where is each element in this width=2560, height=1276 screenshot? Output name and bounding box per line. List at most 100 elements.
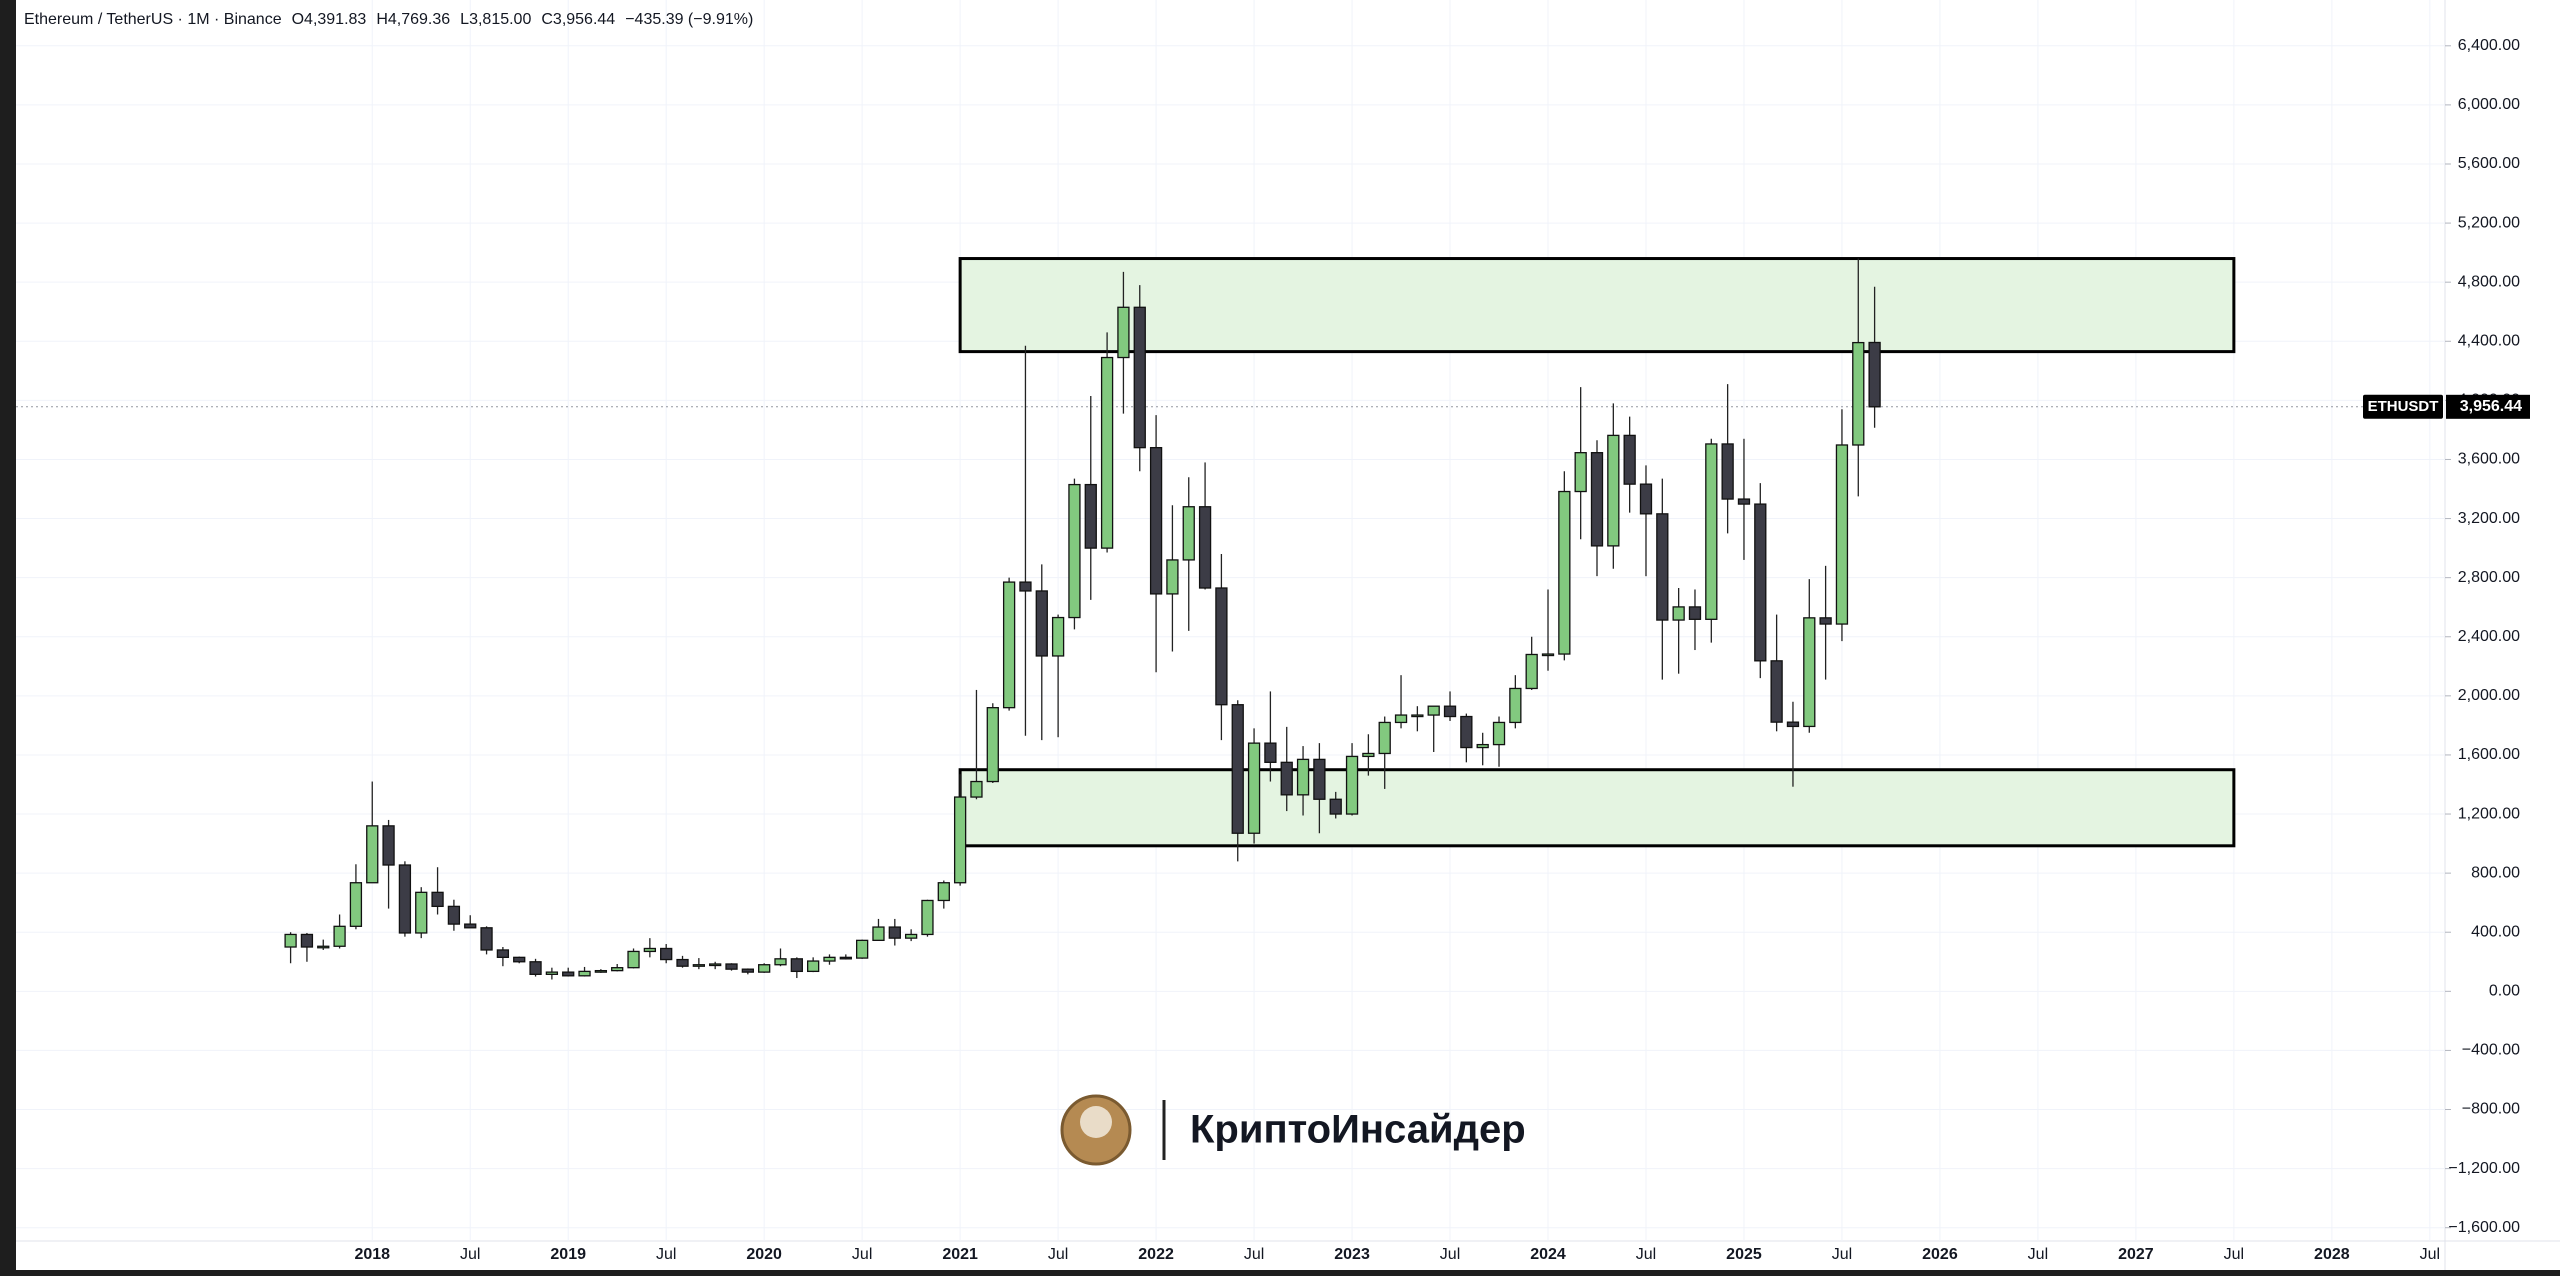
candle-body	[1182, 506, 1195, 561]
y-tick-label: −1,200.00	[2448, 1160, 2520, 1177]
candle-body	[1770, 660, 1783, 723]
x-tick-label: 2026	[1922, 1246, 1958, 1263]
candle-body	[1786, 721, 1800, 728]
y-tick-label: −400.00	[2462, 1042, 2520, 1059]
candle-body	[366, 825, 379, 884]
candle-body	[1264, 742, 1277, 763]
candle-body	[317, 945, 330, 949]
y-tick-label: 2,000.00	[2458, 687, 2520, 704]
y-tick-label: 3,600.00	[2458, 451, 2520, 468]
candle-body	[1835, 444, 1849, 625]
candle-body	[1019, 581, 1032, 592]
candle-body	[545, 971, 559, 975]
candle-body	[856, 939, 869, 959]
y-tick-label: 0.00	[2489, 983, 2520, 1000]
candle-body	[1819, 617, 1832, 625]
candle-body	[758, 964, 771, 973]
candle-body	[382, 825, 395, 866]
candle-body	[333, 925, 346, 947]
candle-body	[1149, 446, 1163, 595]
x-tick-label: Jul	[2028, 1246, 2048, 1263]
y-tick-label: 6,400.00	[2458, 37, 2520, 54]
candle-body	[1394, 714, 1408, 724]
x-tick-label: 2023	[1334, 1246, 1370, 1263]
candle-body	[1509, 687, 1522, 724]
candle-body	[1623, 434, 1636, 485]
candle-body	[1558, 490, 1571, 655]
candle-body	[398, 864, 412, 934]
candle-body	[1868, 341, 1881, 408]
y-tick-label: 1,200.00	[2458, 805, 2520, 822]
candle-body	[904, 933, 918, 939]
candle-body	[1705, 443, 1718, 620]
candle-body	[660, 947, 673, 961]
candle-body	[1068, 483, 1081, 619]
x-tick-label: Jul	[656, 1246, 676, 1263]
y-tick-label: 2,800.00	[2458, 569, 2520, 586]
candle-body	[464, 923, 477, 929]
candle-body	[823, 956, 836, 962]
header-text: O4,391.83	[292, 11, 367, 28]
candle-body	[937, 882, 950, 902]
x-tick-label: Jul	[1244, 1246, 1264, 1263]
candle-body	[1541, 653, 1555, 657]
candle-body	[1280, 761, 1293, 796]
candle-body	[1362, 752, 1375, 758]
candle-body	[562, 971, 575, 977]
candle-body	[627, 950, 640, 969]
header-text: −435.39 (−9.91%)	[625, 11, 753, 28]
y-tick-label: 4,400.00	[2458, 332, 2520, 349]
watermark-text: КриптоИнсайдер	[1190, 1108, 1526, 1152]
candle-body	[1574, 452, 1587, 493]
x-tick-label: 2019	[550, 1246, 586, 1263]
candle-body	[1852, 341, 1865, 446]
candle-body	[1460, 715, 1473, 749]
candle-body	[578, 970, 591, 977]
x-tick-label: 2027	[2118, 1246, 2154, 1263]
candle-body	[594, 969, 608, 973]
candle-body	[513, 956, 526, 963]
candle-body	[872, 926, 885, 942]
x-tick-label: 2022	[1138, 1246, 1174, 1263]
candle-body	[1296, 758, 1310, 796]
candle-body	[1378, 721, 1391, 755]
candle-body	[1803, 617, 1816, 728]
candle-body	[1247, 742, 1261, 834]
x-tick-label: Jul	[1832, 1246, 1852, 1263]
x-tick-label: Jul	[460, 1246, 480, 1263]
candle-body	[1198, 506, 1212, 589]
candle-body	[1737, 498, 1751, 505]
x-tick-label: Jul	[2420, 1246, 2440, 1263]
chart-background	[16, 0, 2560, 1270]
price-tag-bg	[2446, 394, 2530, 419]
x-tick-label: 2024	[1530, 1246, 1566, 1263]
x-tick-label: 2021	[942, 1246, 978, 1263]
candle-body	[1754, 503, 1767, 662]
candle-body	[1639, 483, 1653, 515]
y-tick-label: 5,600.00	[2458, 155, 2520, 172]
candle-body	[1035, 590, 1048, 657]
candle-body	[709, 963, 722, 967]
candle-body	[300, 933, 314, 948]
x-tick-label: Jul	[1048, 1246, 1068, 1263]
y-tick-label: 2,400.00	[2458, 628, 2520, 645]
y-tick-label: 5,200.00	[2458, 214, 2520, 231]
candle-body	[807, 960, 820, 973]
candle-body	[1525, 653, 1538, 690]
y-tick-label: 3,200.00	[2458, 510, 2520, 527]
candle-body	[431, 891, 444, 908]
candle-body	[839, 956, 852, 960]
y-tick-label: 800.00	[2471, 864, 2520, 881]
candle-body	[676, 958, 689, 967]
candle-body	[921, 899, 934, 936]
candle-body	[1443, 705, 1457, 718]
candle-body	[888, 926, 901, 939]
candle-body	[1313, 758, 1326, 800]
candle-body	[741, 968, 754, 973]
y-tick-label: 1,600.00	[2458, 746, 2520, 763]
candle-body	[1345, 755, 1359, 815]
header: Ethereum / TetherUS · 1M · Binance O4,391…	[24, 11, 753, 28]
y-tick-label: −800.00	[2462, 1101, 2520, 1118]
